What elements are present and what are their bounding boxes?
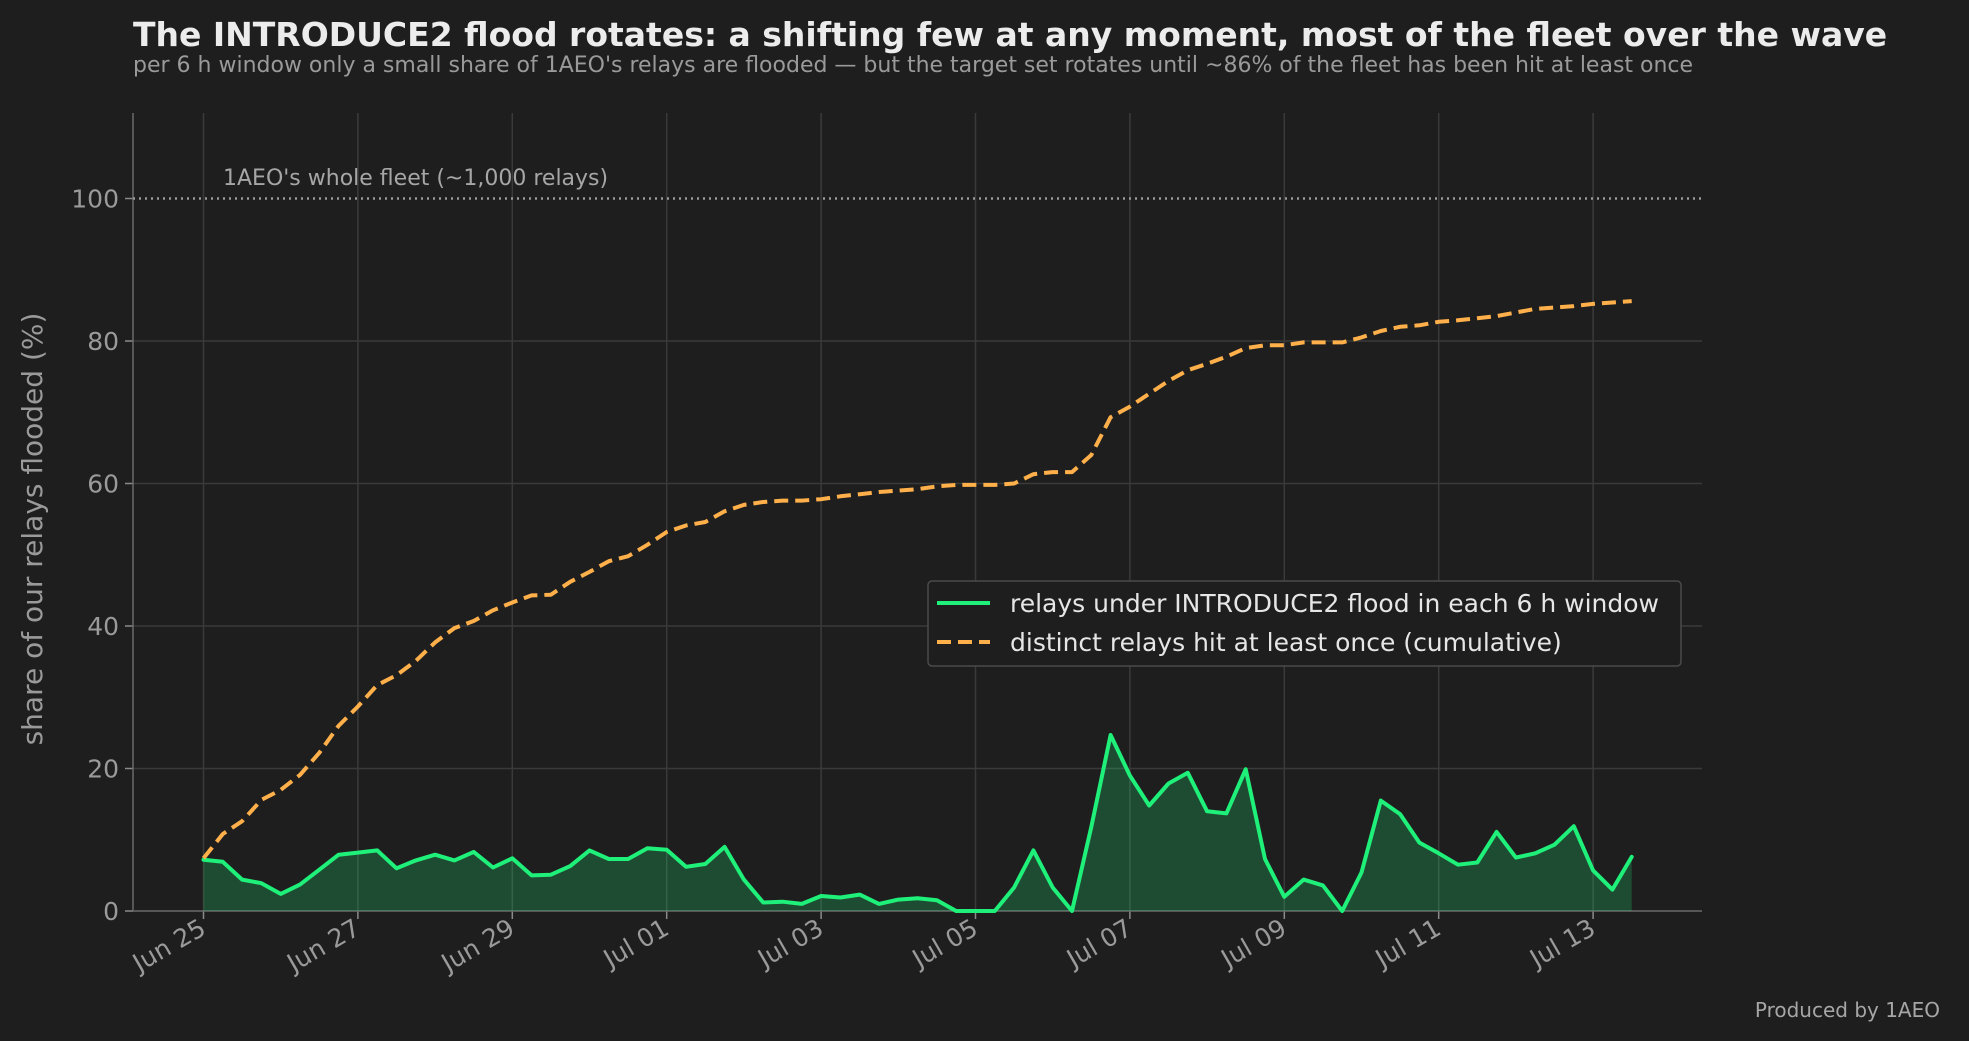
x-tick-label: Jul 07 — [1060, 913, 1137, 974]
x-tick-label: Jul 09 — [1215, 913, 1292, 974]
legend-frame — [927, 580, 1682, 667]
x-tick-label: Jun 27 — [280, 913, 364, 979]
x-tick-label: Jul 11 — [1369, 913, 1446, 974]
x-tick-label: Jul 05 — [906, 913, 983, 974]
y-tick-label: 100 — [71, 185, 119, 214]
legend-label-flooded: relays under INTRODUCE2 flood in each 6 … — [1010, 589, 1659, 618]
y-tick-label: 0 — [103, 897, 119, 926]
x-tick-label: Jul 13 — [1523, 913, 1600, 974]
series-layer — [133, 197, 1702, 913]
x-tick-label: Jun 25 — [126, 913, 210, 979]
y-tick-label: 60 — [87, 470, 119, 499]
axes — [125, 113, 1702, 919]
series-area-flooded — [203, 735, 1632, 911]
y-axis-label: share of our relays flooded (%) — [16, 313, 49, 746]
series-line-cumulative — [201, 299, 1632, 860]
y-tick-label: 20 — [87, 755, 119, 784]
series-line-flooded — [201, 733, 1634, 913]
x-tick-label: Jul 01 — [597, 913, 674, 974]
fleet-reference-label: 1AEO's whole fleet (~1,000 relays) — [223, 166, 608, 191]
credit-text: Produced by 1AEO — [1755, 998, 1940, 1022]
chart-title: The INTRODUCE2 flood rotates: a shifting… — [133, 15, 1887, 54]
x-tick-label: Jul 03 — [751, 913, 828, 974]
grid — [133, 113, 1702, 911]
chart-subtitle: per 6 h window only a small share of 1AE… — [133, 53, 1693, 78]
legend: relays under INTRODUCE2 flood in each 6 … — [927, 580, 1682, 667]
legend-label-cumulative: distinct relays hit at least once (cumul… — [1010, 628, 1562, 657]
y-tick-label: 40 — [87, 612, 119, 641]
y-tick-label: 80 — [87, 327, 119, 356]
x-tick-label: Jun 29 — [435, 913, 519, 979]
